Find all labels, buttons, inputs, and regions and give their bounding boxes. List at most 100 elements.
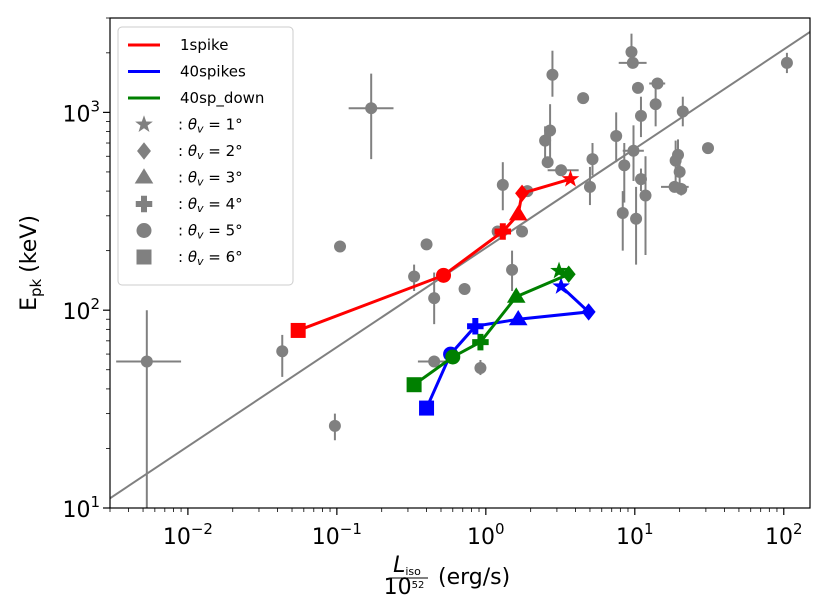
observed-marker — [626, 56, 639, 69]
observed-marker — [627, 144, 640, 157]
series-line — [297, 177, 571, 332]
legend-marker-diamond — [137, 142, 151, 160]
legend-entry: : θv = 2° — [137, 142, 243, 162]
observed-marker — [625, 45, 638, 58]
x-tick-label: 102 — [765, 520, 803, 550]
observed-point — [630, 186, 643, 265]
series-40sp_down — [406, 261, 576, 393]
observed-point — [506, 250, 519, 292]
observed-marker — [639, 189, 652, 202]
observed-point — [675, 182, 688, 196]
series-marker-triangle — [508, 309, 528, 326]
series-marker-plus — [494, 223, 512, 240]
observed-point — [634, 168, 647, 192]
series-marker-triangle — [506, 287, 526, 303]
plot-frame — [109, 17, 811, 509]
series-marker-diamond — [581, 303, 596, 321]
x-axis-label-unit: (erg/s) — [438, 565, 510, 590]
fit-line — [110, 31, 810, 500]
observed-point — [701, 142, 714, 155]
legend-marker-plus — [135, 195, 153, 213]
observed-marker — [672, 148, 685, 161]
observed-point — [334, 240, 347, 253]
observed-point — [348, 73, 394, 160]
x-tick-label: 100 — [467, 520, 505, 550]
observed-point — [544, 104, 557, 160]
observed-marker — [365, 102, 378, 115]
legend-entry: 40sp_down — [128, 89, 264, 108]
observed-point — [541, 156, 554, 169]
observed-point — [649, 77, 666, 90]
observed-marker — [458, 282, 471, 295]
legend-entry: : θv = 3° — [134, 168, 243, 189]
observed-marker — [577, 92, 590, 105]
legend-marker-star — [135, 115, 153, 133]
series-marker-diamond — [515, 184, 529, 202]
legend-marker-circle — [136, 223, 152, 238]
observed-marker — [583, 180, 596, 193]
observed-point — [639, 156, 652, 256]
observed-marker — [516, 225, 529, 238]
observed-point — [428, 272, 441, 325]
observed-marker — [506, 263, 519, 276]
legend-entry: : θv = 1° — [135, 115, 243, 136]
observed-marker — [618, 159, 631, 172]
observed-point — [328, 413, 341, 441]
observed-marker — [408, 270, 421, 283]
series-marker-triangle — [508, 205, 528, 221]
observed-marker — [616, 206, 629, 219]
observed-marker — [634, 109, 647, 122]
series-marker-circle — [436, 267, 452, 283]
observed-point — [634, 96, 647, 138]
series-marker-plus — [472, 333, 489, 351]
legend-entry: : θv = 5° — [136, 222, 243, 242]
observed-point — [780, 52, 793, 74]
observed-marker — [334, 240, 347, 253]
y-axis-label-main: E — [17, 297, 42, 311]
y-axis-label-unit: (keV) — [17, 215, 42, 273]
legend-label: 1spike — [180, 36, 228, 54]
legend-label: 40spikes — [180, 63, 246, 81]
observed-marker — [610, 129, 623, 142]
x-axis-label-denominator: 1052 — [384, 575, 425, 600]
legend-label: : θv = 5° — [178, 222, 243, 242]
legend-entry: 40spikes — [128, 63, 246, 81]
series-marker-star — [552, 277, 570, 294]
observed-point — [618, 56, 647, 69]
observed-point — [276, 334, 289, 377]
y-tick-label: 103 — [62, 97, 100, 127]
legend-frame — [117, 26, 294, 286]
observed-point — [116, 310, 182, 508]
legend-label: : θv = 2° — [178, 142, 243, 162]
legend-label: : θv = 1° — [178, 116, 243, 136]
observed-marker — [675, 182, 688, 195]
observed-marker — [546, 68, 559, 81]
observed-marker — [634, 173, 647, 186]
observed-marker — [631, 81, 644, 94]
legend-entry: : θv = 6° — [136, 248, 243, 268]
observed-point — [616, 191, 629, 251]
series-marker-star — [550, 261, 568, 279]
observed-marker — [328, 419, 341, 432]
x-axis-label-numerator: Liso — [393, 553, 421, 578]
observed-marker — [140, 355, 153, 368]
legend-entry: 1spike — [128, 36, 228, 54]
observed-marker — [428, 355, 441, 368]
legend-entry: : θv = 4° — [135, 195, 243, 215]
observed-marker — [555, 164, 568, 177]
observed-marker — [780, 56, 793, 69]
series-marker-diamond — [561, 265, 576, 283]
y-tick-label: 102 — [62, 295, 100, 325]
observed-marker — [586, 153, 599, 166]
legend: 1spike 40spikes 40sp_down : θv = 1° : θv = 2… — [117, 26, 294, 286]
observed-point — [547, 164, 579, 177]
y-tick-label: 101 — [62, 493, 100, 523]
observed-marker — [630, 212, 643, 225]
x-tick-label: 10−1 — [312, 520, 362, 550]
observed-point — [458, 282, 471, 295]
series-marker-square — [290, 322, 306, 338]
observed-point — [583, 166, 596, 206]
observed-marker — [649, 98, 662, 111]
y-axis-label: Epk (keV) — [17, 215, 45, 311]
observed-point — [496, 162, 509, 211]
